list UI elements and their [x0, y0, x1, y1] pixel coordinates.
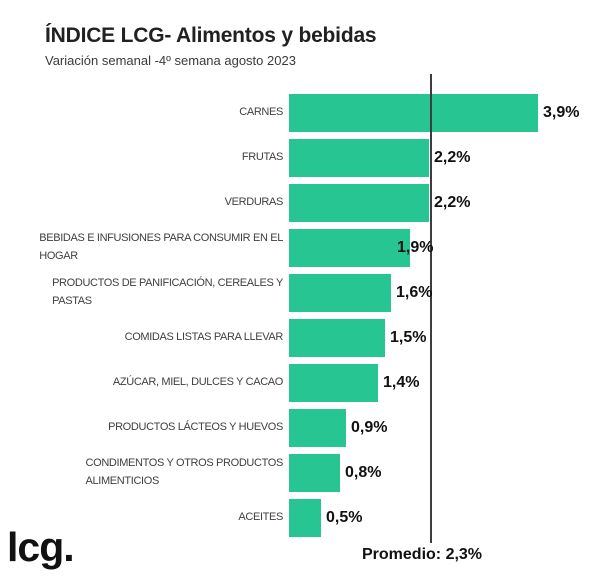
bar-area: 1,6% [283, 270, 610, 315]
value-label: 0,9% [351, 418, 388, 436]
bar-row: CONDIMENTOS Y OTROS PRODUCTOS ALIMENTICI… [0, 450, 610, 495]
value-label: 0,8% [345, 463, 382, 481]
category-label: PRODUCTOS LÁCTEOS Y HUEVOS [108, 420, 283, 433]
bar-area: 0,8% [283, 450, 610, 495]
bar [289, 498, 321, 537]
bar-row: ACEITES 0,5% [0, 495, 610, 540]
value-label: 2,2% [434, 148, 471, 166]
bar-area: 2,2% [283, 135, 610, 180]
page-title: ÍNDICE LCG- Alimentos y bebidas [45, 24, 377, 47]
category-label-cell: CARNES [0, 104, 283, 121]
value-label: 1,6% [396, 283, 433, 301]
bar-row: PRODUCTOS LÁCTEOS Y HUEVOS 0,9% [0, 405, 610, 450]
category-label-cell: COMIDAS LISTAS PARA LLEVAR [0, 329, 284, 346]
bar-chart: CARNES 3,9% FRUTAS 2,2% VERDURAS 2,2% BE… [0, 90, 610, 540]
category-label: CONDIMENTOS Y OTROS PRODUCTOS ALIMENTICI… [85, 457, 284, 487]
bar-area: 0,9% [283, 405, 610, 450]
bar [289, 93, 538, 132]
bar [289, 273, 391, 312]
bar-area: 0,5% [283, 495, 610, 540]
bar-area: 2,2% [283, 180, 610, 225]
value-label: 3,9% [543, 103, 580, 121]
category-label: BEBIDAS E INFUSIONES PARA CONSUMIR EN EL… [39, 232, 283, 262]
average-line [430, 74, 432, 543]
value-label: 0,5% [326, 508, 363, 526]
category-label-cell: PRODUCTOS LÁCTEOS Y HUEVOS [0, 419, 283, 436]
value-label: 1,5% [390, 328, 427, 346]
average-label: Promedio: 2,3% [362, 546, 483, 563]
bar-area: 3,9% [283, 90, 610, 135]
category-label-cell: FRUTAS [0, 149, 283, 166]
bar-area: 1,5% [283, 315, 610, 360]
bar-row: CARNES 3,9% [0, 90, 610, 135]
category-label: COMIDAS LISTAS PARA LLEVAR [124, 330, 284, 343]
category-label-cell: ACEITES [0, 509, 283, 526]
bar-row: FRUTAS 2,2% [0, 135, 610, 180]
category-label: PRODUCTOS DE PANIFICACIÓN, CEREALES Y PA… [52, 277, 283, 307]
category-label: AZÚCAR, MIEL, DULCES Y CACAO [112, 375, 283, 388]
category-label: VERDURAS [224, 195, 284, 208]
value-label: 2,2% [434, 193, 471, 211]
bar [289, 318, 385, 357]
category-label-cell: CONDIMENTOS Y OTROS PRODUCTOS ALIMENTICI… [0, 455, 284, 489]
bar-area: 1,9% [283, 225, 610, 270]
bar [289, 228, 410, 267]
category-label-cell: BEBIDAS E INFUSIONES PARA CONSUMIR EN EL… [0, 230, 283, 264]
bar [289, 183, 429, 222]
bar [289, 408, 346, 447]
bar-row: PRODUCTOS DE PANIFICACIÓN, CEREALES Y PA… [0, 270, 610, 315]
category-label-cell: VERDURAS [0, 194, 284, 211]
value-label: 1,9% [397, 238, 434, 256]
bar-area: 1,4% [283, 360, 610, 405]
bar-row: AZÚCAR, MIEL, DULCES Y CACAO 1,4% [0, 360, 610, 405]
category-label: FRUTAS [241, 150, 283, 163]
bar [289, 138, 429, 177]
bar [289, 453, 340, 492]
page-subtitle: Variación semanal -4º semana agosto 2023 [45, 53, 296, 68]
category-label-cell: PRODUCTOS DE PANIFICACIÓN, CEREALES Y PA… [0, 275, 283, 309]
bar [289, 363, 378, 402]
bar-row: BEBIDAS E INFUSIONES PARA CONSUMIR EN EL… [0, 225, 610, 270]
category-label-cell: AZÚCAR, MIEL, DULCES Y CACAO [0, 374, 283, 391]
lcg-logo: lcg. [7, 524, 75, 570]
category-label: CARNES [239, 105, 283, 118]
value-label: 1,4% [383, 373, 420, 391]
category-label: ACEITES [238, 510, 283, 523]
bar-row: COMIDAS LISTAS PARA LLEVAR 1,5% [0, 315, 610, 360]
bar-row: VERDURAS 2,2% [0, 180, 610, 225]
